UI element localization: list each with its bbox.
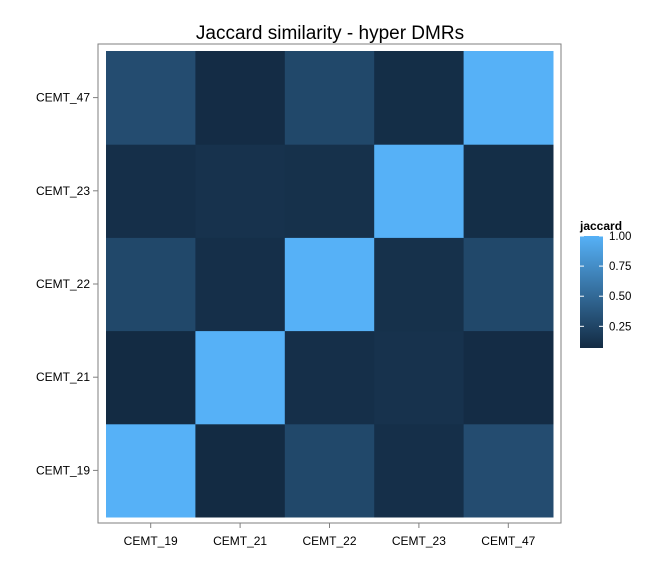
heatmap-cell-cemt_22-cemt_22 — [284, 237, 375, 332]
heatmap-cell-cemt_23-cemt_22 — [374, 237, 465, 332]
chart-title: Jaccard similarity - hyper DMRs — [196, 23, 464, 44]
heatmap-cell-cemt_47-cemt_47 — [463, 51, 554, 145]
heatmap-cell-cemt_21-cemt_22 — [195, 237, 286, 332]
heatmap-cell-cemt_22-cemt_21 — [284, 330, 375, 425]
y-axis: CEMT_19 CEMT_21 CEMT_22 CEMT_23 CEMT_47 — [36, 91, 98, 477]
y-tick-label: CEMT_23 — [36, 184, 90, 198]
y-tick-label: CEMT_19 — [36, 463, 90, 477]
heatmap-cell-cemt_47-cemt_21 — [463, 330, 554, 425]
heatmap-cell-cemt_21-cemt_47 — [195, 51, 286, 145]
heatmap-cell-cemt_19-cemt_22 — [106, 237, 196, 332]
y-tick-label: CEMT_47 — [36, 91, 90, 105]
heatmap-cell-cemt_22-cemt_19 — [284, 423, 375, 518]
legend-colorbar — [580, 236, 603, 348]
heatmap-cell-cemt_22-cemt_47 — [284, 51, 375, 145]
y-tick-label: CEMT_21 — [36, 370, 90, 384]
heatmap-cell-cemt_21-cemt_23 — [195, 144, 286, 238]
x-tick-label: CEMT_21 — [213, 534, 267, 548]
x-axis: CEMT_19 CEMT_21 CEMT_22 CEMT_23 CEMT_47 — [124, 523, 536, 548]
heatmap-cell-cemt_23-cemt_47 — [374, 51, 465, 145]
heatmap-cell-cemt_47-cemt_19 — [463, 423, 554, 518]
x-tick-label: CEMT_19 — [124, 534, 178, 548]
heatmap-cell-cemt_22-cemt_23 — [284, 144, 375, 238]
heatmap-cell-cemt_23-cemt_21 — [374, 330, 465, 425]
heatmap-cell-cemt_19-cemt_21 — [106, 330, 196, 425]
heatmap-cell-cemt_19-cemt_19 — [106, 423, 196, 518]
legend-title: jaccard — [579, 219, 622, 233]
legend-label: 0.25 — [609, 321, 631, 333]
x-tick-label: CEMT_23 — [392, 534, 446, 548]
heatmap-cell-cemt_21-cemt_19 — [195, 423, 286, 518]
heatmap-cell-cemt_47-cemt_22 — [463, 237, 554, 332]
legend: jaccard 0.25 0.50 0.75 1.00 — [579, 219, 631, 348]
x-tick-label: CEMT_22 — [302, 534, 356, 548]
x-tick-label: CEMT_47 — [481, 534, 535, 548]
heatmap-cell-cemt_21-cemt_21 — [195, 330, 286, 425]
heatmap-cell-cemt_23-cemt_23 — [374, 144, 465, 238]
legend-label: 0.75 — [609, 261, 631, 273]
heatmap-cell-cemt_19-cemt_23 — [106, 144, 196, 238]
y-tick-label: CEMT_22 — [36, 277, 90, 291]
legend-label: 1.00 — [609, 231, 631, 243]
legend-label: 0.50 — [609, 291, 631, 303]
heatmap-cell-cemt_19-cemt_47 — [106, 51, 196, 145]
heatmap-cells — [106, 51, 554, 518]
heatmap-cell-cemt_47-cemt_23 — [463, 144, 554, 238]
heatmap-cell-cemt_23-cemt_19 — [374, 423, 465, 518]
